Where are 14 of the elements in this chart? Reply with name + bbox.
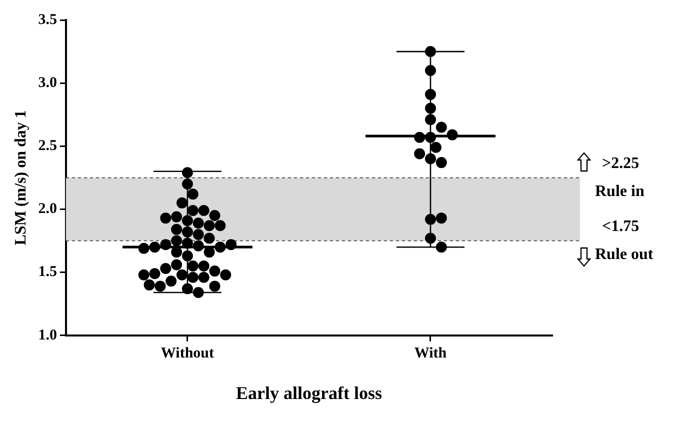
text: >2.25 — [602, 154, 640, 172]
y-axis-title: LSM (m/s) on day 1 — [12, 110, 30, 246]
x-tick-label: With — [414, 345, 448, 362]
y-tick-label: 3.5 — [38, 12, 57, 28]
x-tick-label: Without — [160, 345, 214, 362]
text: Rule in — [595, 182, 644, 200]
y-tick-label: 2.0 — [38, 201, 57, 218]
y-tick-label: 2.5 — [38, 138, 57, 154]
text: Rule out — [595, 246, 654, 263]
x-axis-title: Early allograft loss — [236, 382, 382, 403]
y-tick-label: 1.5 — [38, 264, 57, 280]
y-tick-label: 3.0 — [38, 74, 57, 91]
text: <1.75 — [602, 218, 640, 235]
y-tick-label: 1.0 — [38, 327, 57, 344]
